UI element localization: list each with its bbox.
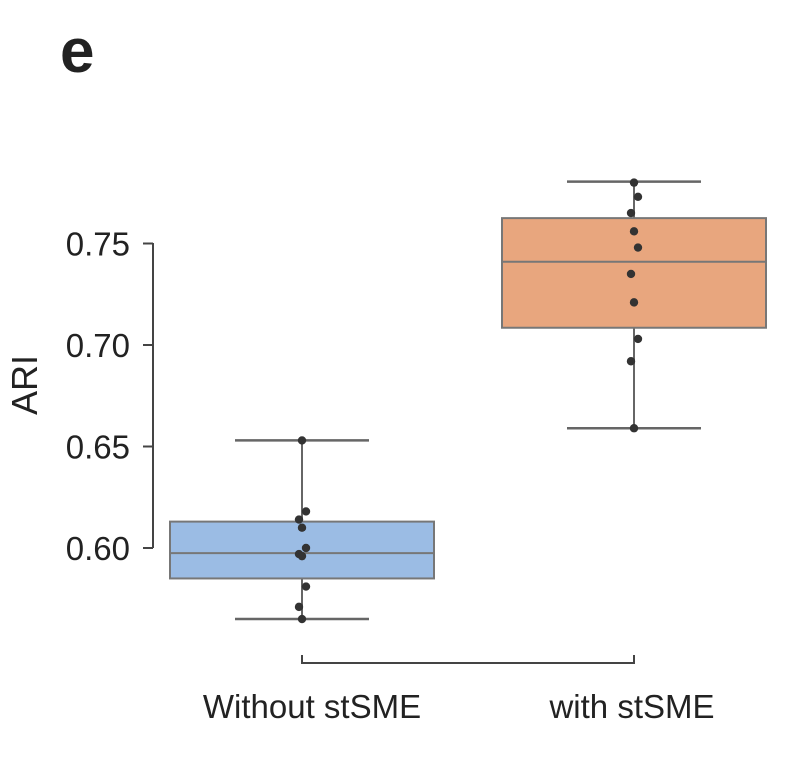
y-axis-label: ARI xyxy=(4,355,45,415)
x-tick-label-without-stsme: Without stSME xyxy=(203,688,421,725)
data-point xyxy=(297,436,307,445)
data-point xyxy=(629,298,639,307)
data-point xyxy=(626,357,636,366)
data-point xyxy=(629,424,639,433)
data-point xyxy=(626,269,636,279)
panel-label: e xyxy=(60,17,94,86)
data-point xyxy=(294,602,304,612)
data-point xyxy=(629,178,639,187)
data-point xyxy=(629,227,639,236)
data-point xyxy=(301,543,311,553)
data-point xyxy=(294,515,304,524)
data-point xyxy=(633,192,643,202)
y-tick-label: 0.75 xyxy=(66,226,130,263)
y-tick-label: 0.70 xyxy=(66,327,130,364)
box-with-stsme xyxy=(501,178,767,433)
data-point xyxy=(297,523,307,532)
data-point xyxy=(297,614,307,624)
data-point xyxy=(633,334,643,344)
data-point xyxy=(626,208,636,218)
x-axis-bracket xyxy=(301,655,635,664)
data-point xyxy=(301,507,311,516)
box-without-stsme xyxy=(169,436,435,624)
data-point xyxy=(633,243,643,252)
x-tick-label-with-stsme: with stSME xyxy=(548,688,714,725)
data-point xyxy=(301,582,311,591)
y-tick-label: 0.60 xyxy=(66,530,130,567)
y-tick-label: 0.65 xyxy=(66,429,130,466)
data-point xyxy=(297,551,307,561)
